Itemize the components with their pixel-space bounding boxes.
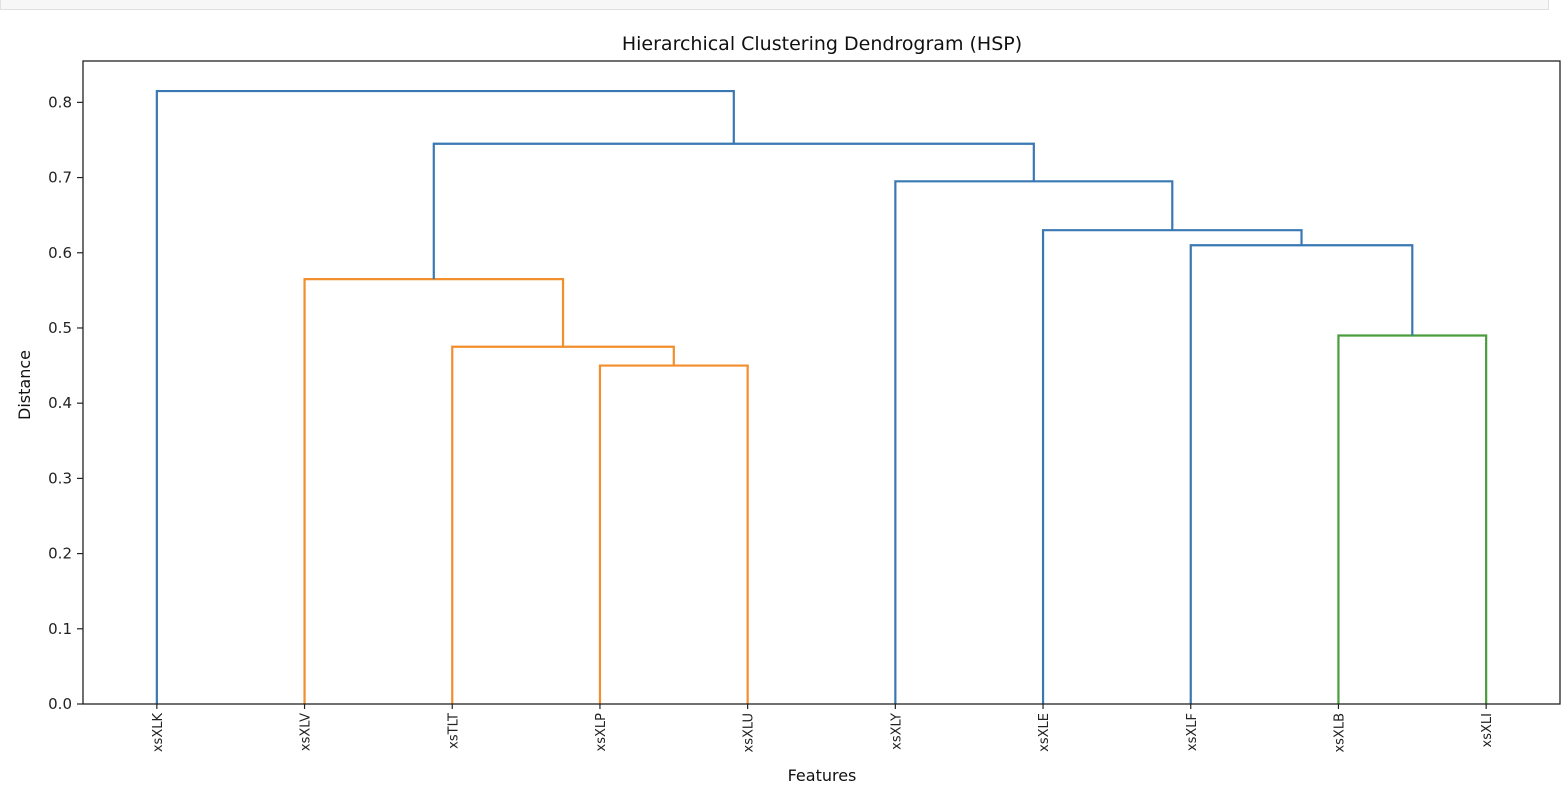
dendrogram-link-blue bbox=[894, 180, 1174, 704]
leaf-label: xsXLV bbox=[299, 713, 314, 751]
y-tick-label: 0.0 bbox=[48, 695, 72, 713]
dendrogram-link-orange bbox=[451, 345, 675, 704]
dendrogram-link-blue bbox=[1189, 244, 1414, 704]
dendrogram-link-orange bbox=[303, 277, 565, 704]
plot-frame bbox=[82, 60, 1561, 705]
leaf-label: xsXLK bbox=[151, 713, 166, 753]
dendrogram-link-blue bbox=[155, 89, 735, 704]
leaf-label: xsXLF bbox=[1185, 713, 1200, 751]
y-tick-label: 0.3 bbox=[48, 469, 72, 487]
y-tick-label: 0.8 bbox=[48, 93, 72, 111]
x-axis-label: Features bbox=[788, 766, 857, 785]
leaf-label: xsXLP bbox=[594, 713, 609, 752]
y-tick-label: 0.5 bbox=[48, 319, 72, 337]
leaf-label: xsTLT bbox=[446, 713, 461, 749]
leaf-label: xsXLU bbox=[742, 713, 757, 752]
y-tick-label: 0.2 bbox=[48, 545, 72, 563]
y-axis-label: Distance bbox=[15, 350, 34, 420]
notebook-cell-top-border bbox=[0, 0, 1549, 10]
leaf-label: xsXLB bbox=[1332, 713, 1347, 753]
leaf-label: xsXLE bbox=[1037, 713, 1052, 752]
x-axis: xsXLK xsXLV xsTLT xsXLP xsXLU xsXLY xsXLE xsXLF… bbox=[151, 704, 1495, 753]
chart-title: Hierarchical Clustering Dendrogram (HSP) bbox=[622, 33, 1022, 55]
y-tick-label: 0.1 bbox=[48, 620, 72, 638]
dendrogram-link-orange bbox=[598, 364, 749, 704]
y-tick-label: 0.6 bbox=[48, 244, 72, 262]
dendrogram-link-green bbox=[1337, 334, 1488, 704]
y-tick-label: 0.4 bbox=[48, 394, 72, 412]
leaf-label: xsXLI bbox=[1480, 713, 1495, 747]
dendrogram-links bbox=[155, 89, 1488, 704]
dendrogram-link-blue bbox=[432, 142, 1035, 280]
leaf-label: xsXLY bbox=[889, 713, 904, 750]
y-tick-label: 0.7 bbox=[48, 169, 72, 187]
dendrogram-link-blue bbox=[1041, 229, 1303, 704]
y-axis: 0.0 0.1 0.2 0.3 0.4 0.5 0.6 0.7 0.8 bbox=[48, 93, 83, 713]
